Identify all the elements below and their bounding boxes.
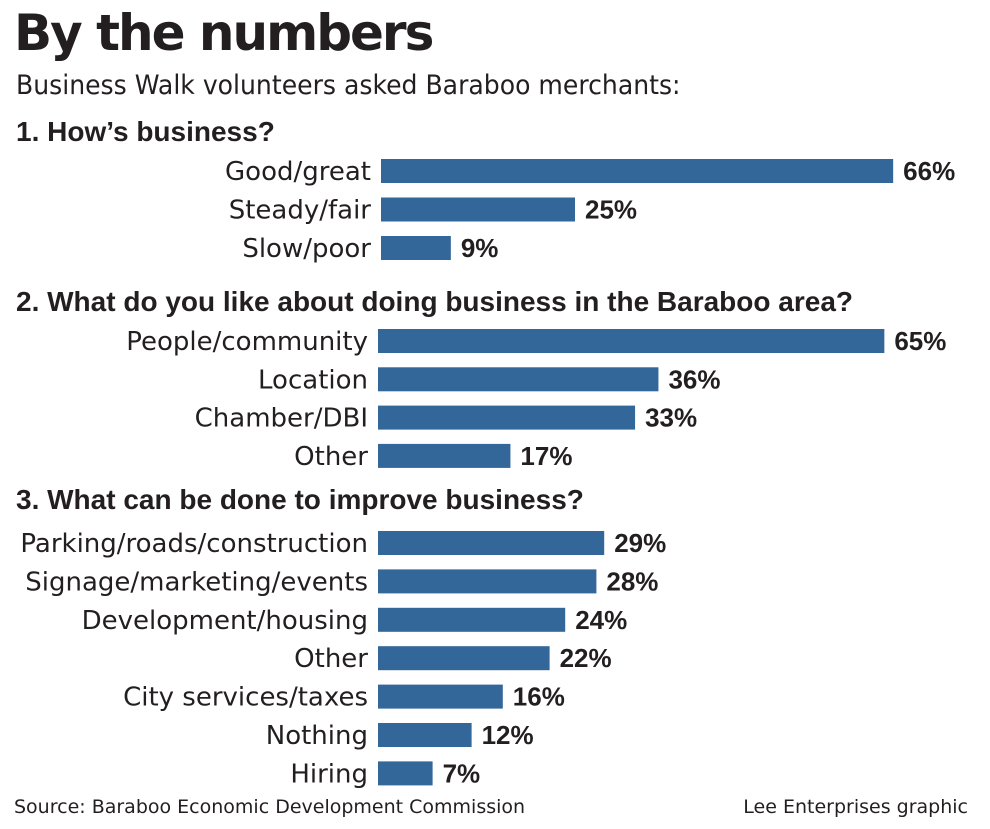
page-subtitle: Business Walk volunteers asked Baraboo m…	[16, 70, 681, 101]
category-label: Other	[294, 644, 368, 674]
value-label: 7%	[443, 758, 481, 788]
category-label: City services/taxes	[123, 683, 368, 713]
value-label: 17%	[520, 441, 572, 471]
bar	[381, 236, 451, 260]
bar	[381, 159, 894, 183]
value-label: 29%	[614, 528, 666, 558]
question-2-title: 2. What do you like about doing business…	[16, 286, 853, 317]
category-label: Nothing	[266, 721, 368, 751]
value-label: 28%	[606, 566, 658, 596]
category-label: Other	[294, 442, 368, 472]
value-label: 33%	[645, 403, 697, 433]
question-1-title: 1. How’s business?	[16, 116, 275, 147]
category-label: Steady/fair	[229, 196, 372, 226]
question-3-title: 3. What can be done to improve business?	[16, 484, 584, 515]
value-label: 24%	[575, 605, 627, 635]
value-label: 16%	[513, 682, 565, 712]
bar	[378, 761, 433, 786]
page-title: By the numbers	[14, 4, 434, 62]
category-label: Development/housing	[82, 606, 368, 636]
bar	[378, 329, 885, 353]
bar	[378, 443, 511, 468]
bar	[378, 607, 566, 632]
category-label: Location	[258, 365, 368, 395]
bar	[378, 569, 597, 594]
category-label: Parking/roads/construction	[20, 529, 368, 559]
value-label: 12%	[482, 720, 534, 750]
bar	[378, 646, 550, 671]
category-label: Good/great	[225, 157, 371, 187]
credit-note: Lee Enterprises graphic	[743, 796, 968, 818]
bar	[381, 197, 575, 222]
category-label: People/community	[126, 327, 368, 357]
bar	[378, 367, 659, 392]
bar	[378, 531, 605, 555]
category-label: Signage/marketing/events	[25, 567, 368, 597]
category-label: Hiring	[290, 759, 368, 789]
category-label: Chamber/DBI	[195, 404, 368, 434]
value-label: 65%	[894, 326, 946, 356]
bar	[378, 405, 636, 430]
category-label: Slow/poor	[242, 234, 371, 264]
value-label: 66%	[903, 156, 955, 186]
value-label: 22%	[560, 643, 612, 673]
source-note: Source: Baraboo Economic Development Com…	[14, 796, 526, 818]
value-label: 25%	[585, 195, 637, 225]
bar	[378, 684, 503, 709]
value-label: 36%	[668, 364, 720, 394]
value-label: 9%	[461, 233, 499, 263]
bar	[378, 723, 472, 747]
